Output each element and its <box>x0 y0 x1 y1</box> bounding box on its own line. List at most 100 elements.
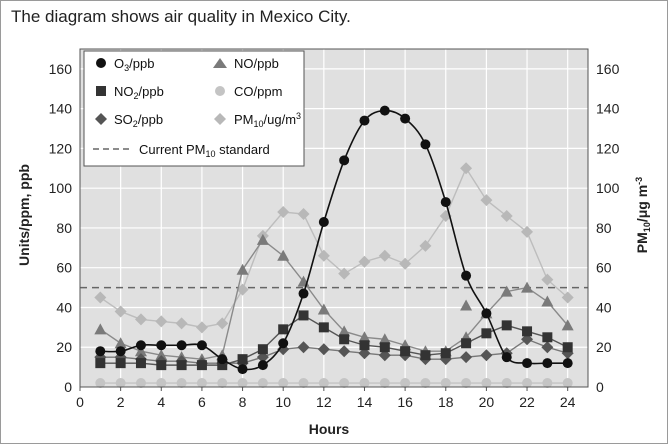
point-no <box>378 333 391 345</box>
x-tick-label: 24 <box>560 394 576 410</box>
point-pm10 <box>419 239 432 252</box>
y-tick-label: 140 <box>49 101 73 117</box>
point-no2 <box>217 360 228 371</box>
point-co <box>339 378 350 389</box>
point-pm10 <box>378 249 391 262</box>
point-no2 <box>237 354 248 365</box>
point-co <box>95 378 106 389</box>
point-co <box>237 378 248 389</box>
point-no2 <box>135 358 146 369</box>
point-no <box>500 285 513 297</box>
point-co <box>400 378 411 389</box>
point-no2 <box>278 324 289 335</box>
point-pm10 <box>277 206 290 219</box>
series-pm10 <box>94 162 574 334</box>
x-axis-ticks: 0 2 4 6 8 10 12 14 16 18 20 22 24 <box>76 387 576 410</box>
point-no2 <box>400 346 411 357</box>
y2-tick-label: 60 <box>596 260 612 276</box>
point-co <box>440 378 451 389</box>
point-pm10 <box>114 305 127 318</box>
point-pm10 <box>500 210 513 223</box>
point-pm10 <box>541 273 554 286</box>
point-pm10 <box>94 291 107 304</box>
point-o3 <box>115 346 126 357</box>
point-no <box>94 323 107 335</box>
legend-label-pm10: PM10/ug/m3 <box>234 111 301 129</box>
legend-item-standard: Current PM10 standard <box>93 142 270 159</box>
point-no <box>561 319 574 331</box>
point-pm10 <box>460 162 473 175</box>
y-tick-label: 100 <box>49 180 73 196</box>
x-tick-label: 16 <box>397 394 413 410</box>
point-so2 <box>480 349 493 362</box>
point-o3 <box>156 340 167 351</box>
point-co <box>176 378 187 389</box>
x-tick-label: 2 <box>117 394 125 410</box>
point-co <box>156 378 167 389</box>
y2-tick-label: 40 <box>596 299 612 315</box>
point-o3 <box>420 139 431 150</box>
point-co <box>481 378 492 389</box>
point-pm10 <box>521 225 534 238</box>
point-pm10 <box>561 291 574 304</box>
point-co <box>461 378 472 389</box>
point-no2 <box>501 320 512 331</box>
legend-item-o3: O3/ppb <box>96 56 154 73</box>
point-no2 <box>379 342 390 353</box>
point-o3 <box>440 197 451 208</box>
point-co <box>318 378 329 389</box>
y2-tick-label: 160 <box>596 61 620 77</box>
legend-box <box>83 50 305 167</box>
caption: The diagram shows air quality in Mexico … <box>11 7 351 26</box>
point-o3 <box>461 270 472 281</box>
point-o3 <box>379 105 390 116</box>
point-pm10 <box>236 283 249 296</box>
point-pm10 <box>195 321 208 334</box>
point-o3 <box>298 288 309 299</box>
point-no <box>460 299 473 311</box>
point-o3 <box>481 308 492 319</box>
point-no2 <box>156 360 167 371</box>
y2-tick-label: 80 <box>596 220 612 236</box>
point-pm10 <box>399 257 412 270</box>
series-no2 <box>95 310 573 371</box>
y-tick-label: 40 <box>56 299 72 315</box>
y2-axis-label: PM10/μg m-3 <box>634 177 652 253</box>
point-no2 <box>95 358 106 369</box>
point-o3 <box>400 113 411 124</box>
legend: O3/ppb NO2/ppb SO2/ppb NO/ppb CO/ppm PM1… <box>83 50 305 167</box>
point-no <box>541 295 554 307</box>
point-no <box>277 249 290 261</box>
x-tick-label: 14 <box>357 394 373 410</box>
y2-tick-label: 120 <box>596 140 620 156</box>
y-tick-label: 80 <box>56 220 72 236</box>
y2-tick-label: 100 <box>596 180 620 196</box>
point-no2 <box>176 360 187 371</box>
point-so2 <box>541 341 554 354</box>
x-tick-label: 6 <box>198 394 206 410</box>
series-group <box>94 105 574 389</box>
legend-marker-o3 <box>96 58 106 68</box>
legend-label-co: CO/ppm <box>234 84 282 99</box>
legend-item-no2: NO2/ppb <box>96 84 164 101</box>
x-tick-label: 4 <box>157 394 165 410</box>
point-no2 <box>542 332 553 343</box>
point-no2 <box>522 326 533 337</box>
x-tick-label: 10 <box>275 394 291 410</box>
point-pm10 <box>480 194 493 207</box>
legend-item-pm10: PM10/ug/m3 <box>214 111 301 129</box>
point-co <box>542 378 553 389</box>
point-pm10 <box>155 315 168 328</box>
point-no <box>338 325 351 337</box>
point-no2 <box>318 322 329 333</box>
y-tick-label: 20 <box>56 339 72 355</box>
point-co <box>257 378 268 389</box>
point-so2 <box>317 343 330 356</box>
legend-label-o3: O3/ppb <box>114 56 154 73</box>
point-no2 <box>257 344 268 355</box>
legend-label-so2: SO2/ppb <box>114 112 163 129</box>
point-no <box>134 345 147 357</box>
y-axis-label: Units/ppm, ppb <box>16 164 32 266</box>
point-no2 <box>481 328 492 339</box>
